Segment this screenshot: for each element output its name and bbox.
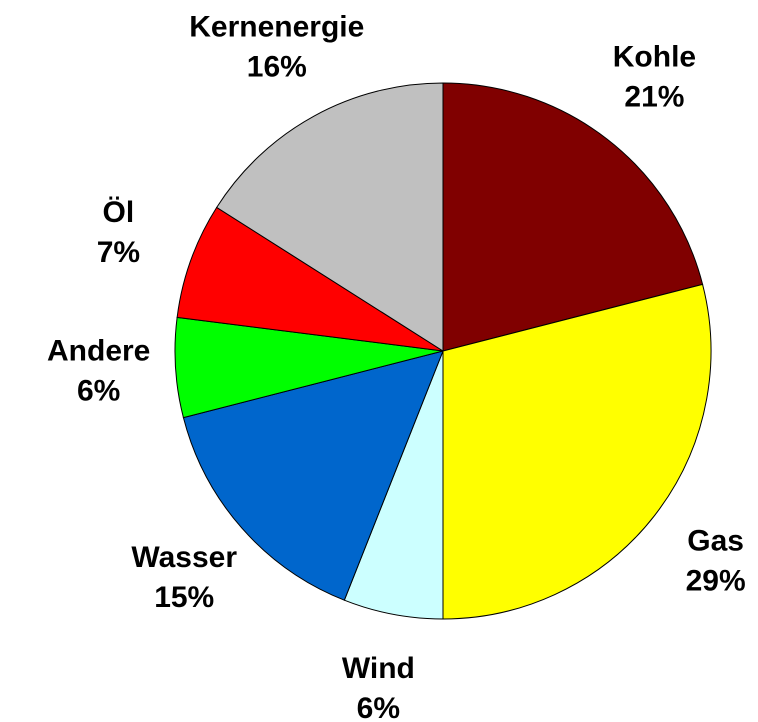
pie-slice (176, 206, 444, 352)
slice-label: Öl (103, 196, 135, 229)
slice-value-label: 16% (247, 51, 307, 84)
slice-value-label: 29% (686, 564, 746, 597)
slice-value-label: 6% (77, 375, 120, 408)
pie-slice (216, 82, 444, 352)
pie-slice (442, 283, 712, 620)
slice-value-label: 21% (624, 80, 684, 113)
slice-label: Kernenergie (189, 11, 364, 44)
slice-label: Kohle (613, 40, 696, 73)
slice-value-label: 15% (154, 581, 214, 614)
slice-label: Wind (342, 652, 415, 685)
slice-value-label: 6% (357, 692, 400, 722)
slice-value-label: 7% (97, 236, 140, 269)
pie-slice (182, 350, 444, 601)
pie-slice (442, 82, 704, 352)
slice-label: Andere (47, 335, 150, 368)
slice-label: Gas (687, 524, 744, 557)
slice-label: Wasser (131, 541, 237, 574)
